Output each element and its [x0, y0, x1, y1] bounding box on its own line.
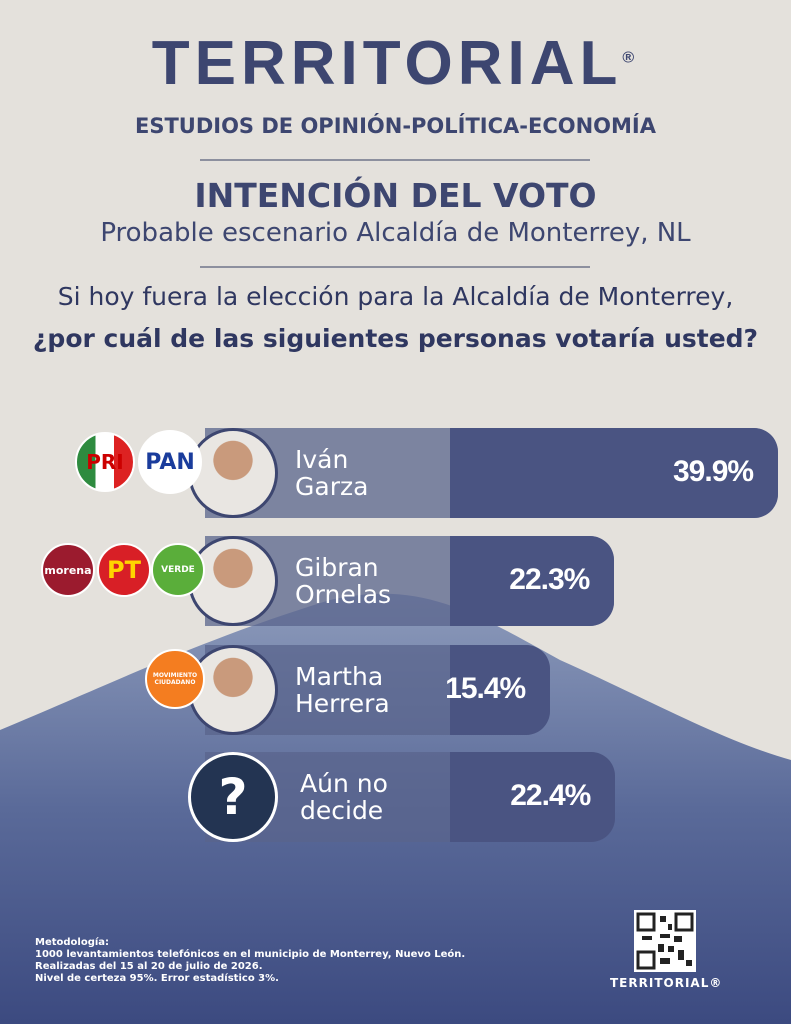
- separator: [200, 266, 590, 268]
- party-logo: VERDE: [151, 543, 205, 597]
- value-label: 15.4%: [445, 672, 526, 705]
- methodology-line: Metodología:: [35, 937, 110, 948]
- candidate-name: Gibran Ornelas: [295, 553, 392, 609]
- candidate-name: Iván Garza: [295, 445, 369, 501]
- photo: [188, 428, 278, 518]
- candidate-name: Martha Herrera: [295, 662, 390, 718]
- party-logo: MOVIMIENTO CIUDADANO: [145, 649, 205, 709]
- footer-brand: TERRITORIAL®: [610, 976, 723, 990]
- methodology: Metodología: 1000 levantamientos telefón…: [35, 937, 465, 985]
- question: ¿por cuál de las siguientes personas vot…: [32, 324, 759, 353]
- question: Si hoy fuera la elección para la Alcaldí…: [57, 282, 734, 311]
- brand-name: TERRITORIAL: [151, 29, 623, 98]
- undecided-icon: ?: [188, 752, 278, 842]
- qr-code: [634, 910, 696, 972]
- candidate-name: Aún no decide: [300, 769, 388, 825]
- methodology-line: Realizadas del 15 al 20 de julio de 2026…: [35, 961, 263, 972]
- bar: [450, 428, 779, 518]
- bar: [450, 645, 551, 735]
- value-label: 22.4%: [510, 779, 591, 812]
- registered: ®: [622, 49, 640, 67]
- party-logo: PAN: [138, 430, 202, 494]
- party-logo: PT: [97, 543, 151, 597]
- separator: [200, 159, 590, 161]
- bar: [450, 536, 615, 626]
- party-logo: morena: [41, 543, 95, 597]
- methodology-line: Nivel de certeza 95%. Error estadístico …: [35, 973, 279, 984]
- party-logo: PRI: [75, 432, 135, 492]
- value-label: 22.3%: [509, 563, 590, 596]
- bar: [450, 752, 616, 842]
- value-label: 39.9%: [672, 455, 754, 488]
- title: INTENCIÓN DEL VOTO: [194, 176, 597, 215]
- methodology-line: 1000 levantamientos telefónicos en el mu…: [35, 949, 466, 960]
- subtitle: Probable escenario Alcaldía de Monterrey…: [100, 218, 691, 248]
- tagline: ESTUDIOS DE OPINIÓN-POLÍTICA-ECONOMÍA: [134, 114, 656, 138]
- brand: TERRITORIAL®: [0, 28, 791, 99]
